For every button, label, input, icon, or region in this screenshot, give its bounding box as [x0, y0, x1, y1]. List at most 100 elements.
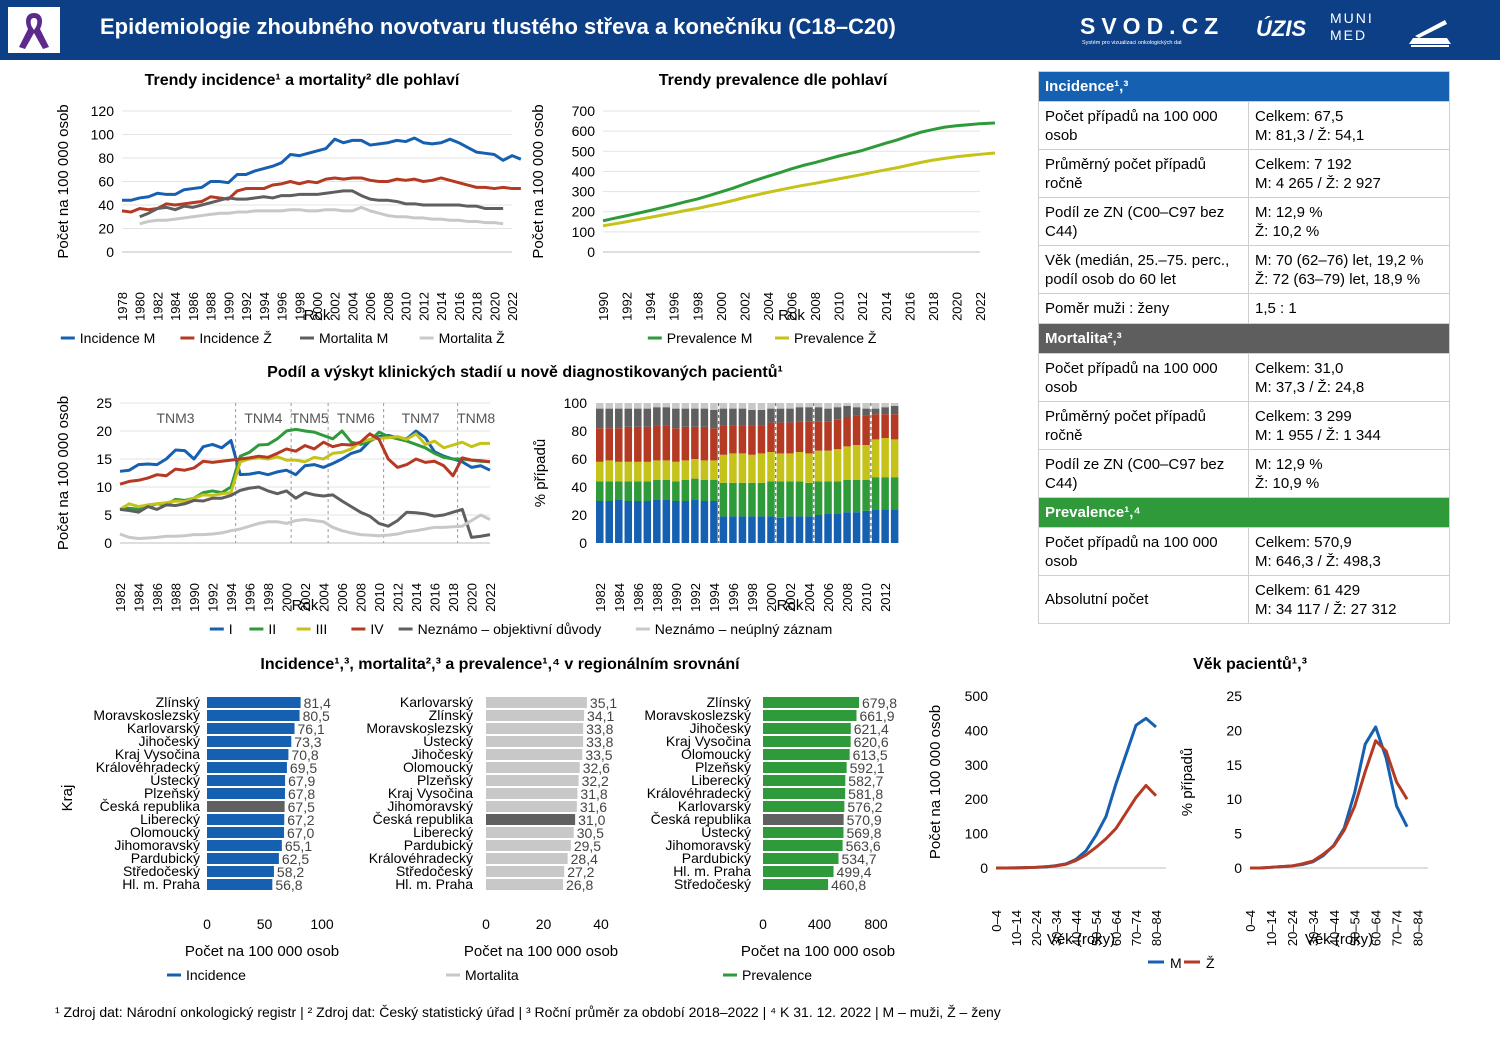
age-y-tick-label: 15: [1226, 757, 1242, 773]
regional-bar: [207, 710, 300, 721]
regional-x-tick-label: 50: [257, 916, 273, 932]
stageshare-bar-segment: [862, 445, 870, 480]
stageshare-x-tick-label: 2004: [802, 583, 817, 612]
stageshare-bar-segment: [767, 481, 775, 517]
regional-bar: [207, 749, 289, 760]
stageshare-bar-segment: [814, 403, 823, 408]
regional-bar: [207, 736, 292, 747]
mortality-row-value: M: 12,9 % Ž: 10,9 %: [1248, 449, 1450, 498]
trend-y-axis-title: Počet na 100 000 osob: [55, 104, 72, 258]
regional-category-label: Olomoucký: [681, 746, 751, 762]
age-x-axis-title: Věk (roky): [1047, 931, 1115, 948]
regional-category-label: Plzeňský: [144, 785, 200, 801]
stageshare-bar-segment: [805, 403, 813, 408]
regional-value-label: 582,7: [848, 773, 883, 789]
stage-x-tick-label: 2010: [372, 583, 387, 612]
regional-category-label: Ústecký: [150, 772, 200, 788]
regional-value-label: 661,9: [859, 708, 894, 724]
age-x-tick-label: 30–34: [1306, 910, 1321, 946]
stageshare-bar-segment: [653, 407, 661, 426]
prev-x-tick-label: 2004: [761, 292, 776, 321]
stageshare-bar-segment: [776, 517, 785, 543]
trend-x-tick-label: 1990: [221, 292, 236, 321]
stageshare-x-tick-label: 1998: [745, 583, 760, 612]
stageshare-bar-segment: [596, 403, 604, 409]
trend-x-tick-label: 2006: [363, 292, 378, 321]
stageshare-bar-segment: [643, 481, 652, 501]
stageshare-bar-segment: [776, 453, 785, 482]
regional-value-label: 81,4: [304, 695, 331, 711]
stage-y-tick-label: 5: [104, 507, 112, 523]
trend-chart-title: Trendy incidence¹ a mortality² dle pohla…: [144, 72, 460, 89]
stageshare-bar-segment: [890, 477, 899, 510]
med-logo-text: MED: [1330, 27, 1368, 43]
stageshare-y-tick-label: 40: [571, 479, 587, 495]
regional-category-label: Pardubický: [404, 837, 473, 853]
stageshare-bar-segment: [805, 453, 813, 483]
prev-x-tick-label: 2002: [737, 292, 752, 321]
stageshare-bar-segment: [596, 501, 604, 543]
stage-x-tick-label: 1988: [169, 583, 184, 612]
stageshare-x-tick-label: 2002: [783, 583, 798, 612]
stageshare-bar-segment: [805, 482, 813, 517]
trend-x-tick-label: 1980: [133, 292, 148, 321]
trend-y-tick-label: 120: [91, 103, 115, 119]
stageshare-bar-segment: [748, 410, 756, 426]
regional-value-label: 35,1: [590, 695, 617, 711]
incidence-row: Poměr muži : ženy 1,5 : 1: [1038, 293, 1450, 324]
regional-value-label: 563,6: [846, 838, 881, 854]
stage-x-tick-label: 1992: [206, 583, 221, 612]
regional-category-label: Hl. m. Praha: [395, 876, 473, 892]
stageshare-bar-segment: [634, 403, 642, 409]
prev-series-line: [602, 151, 995, 228]
stageshare-bar-segment: [691, 499, 699, 543]
stageshare-bar-segment: [890, 403, 899, 406]
regional-category-label: Královéhradecký: [647, 785, 751, 801]
stage-x-tick-label: 2008: [354, 583, 369, 612]
trend-x-tick-label: 2016: [452, 292, 467, 321]
stageshare-bar-segment: [700, 501, 709, 543]
regional-bar: [486, 736, 584, 747]
trend-x-tick-label: 2012: [416, 292, 431, 321]
regional-category-label: Karlovarský: [678, 798, 751, 814]
stageshare-bar-segment: [757, 403, 766, 410]
stageshare-bar-segment: [786, 453, 794, 482]
stageshare-bar-segment: [615, 461, 623, 482]
age-y-tick-label: 10: [1226, 791, 1242, 807]
regional-bar: [486, 827, 574, 838]
stageshare-bar-segment: [757, 410, 766, 426]
regional-value-label: 67,9: [288, 773, 315, 789]
prev-x-tick-label: 2012: [855, 292, 870, 321]
uzis-logo: ÚZIS: [1256, 16, 1307, 41]
regional-value-label: 460,8: [831, 877, 866, 893]
stageshare-bar-segment: [881, 477, 889, 510]
incidence-row-value: 1,5 : 1: [1248, 293, 1450, 324]
age-x-tick-label: 0–4: [989, 910, 1004, 932]
prev-y-tick-label: 200: [572, 204, 596, 220]
regional-category-label: Královéhradecký: [96, 759, 200, 775]
regional-value-label: 34,1: [587, 708, 614, 724]
trend-y-tick-label: 60: [98, 174, 114, 190]
regional-value-label: 31,6: [580, 799, 607, 815]
stageshare-bar-segment: [814, 515, 823, 543]
stageshare-bar-segment: [605, 481, 614, 501]
stageshare-bar-segment: [767, 408, 775, 423]
regional-value-label: 592,1: [850, 760, 885, 776]
incidence-row: Podíl ze ZN (C00–C97 bez C44) M: 12,9 % Ž:…: [1038, 197, 1450, 246]
regional-bar: [763, 788, 846, 799]
age-y-tick-label: 0: [980, 860, 988, 876]
stageshare-bar-segment: [786, 422, 794, 454]
stageshare-bar-segment: [757, 482, 766, 517]
trend-legend-label: Mortalita M: [319, 330, 388, 346]
stageshare-bar-segment: [624, 461, 633, 482]
stageshare-x-tick-label: 1992: [688, 583, 703, 612]
incidence-row-label: Věk (medián, 25.–75. perc., podíl osob d…: [1038, 245, 1249, 294]
regional-category-label: Karlovarský: [400, 694, 473, 710]
stageshare-y-axis-title: % případů: [532, 439, 549, 507]
regional-value-label: 32,2: [582, 773, 609, 789]
stageshare-bar-segment: [871, 439, 880, 478]
regional-bar: [486, 775, 579, 786]
stage-x-tick-label: 2004: [317, 583, 332, 612]
stageshare-bar-segment: [871, 403, 880, 409]
